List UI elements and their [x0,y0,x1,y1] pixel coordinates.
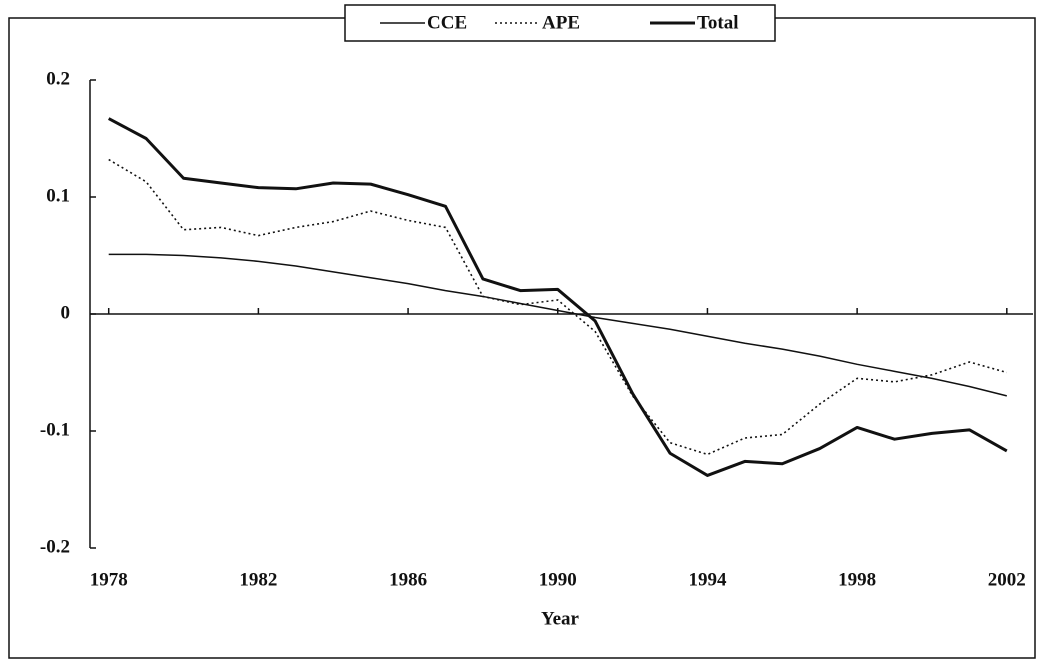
x-tick-label: 1978 [90,569,128,590]
x-tick-label: 2002 [988,569,1026,590]
x-axis-label: Year [541,608,580,629]
x-tick-label: 1994 [688,569,727,590]
legend-label: Total [697,12,739,33]
x-tick-label: 1982 [239,569,277,590]
legend-label: APE [542,12,580,33]
data-line [108,253,1007,397]
data-line [108,158,1008,456]
y-tick-label: 0 [61,302,71,323]
chart-frame [8,17,1036,659]
x-tick-label: 1998 [838,569,876,590]
y-tick-label: 0.1 [46,185,70,206]
y-tick-label: -0.2 [40,536,70,557]
data-line [108,117,1008,477]
x-tick-label: 1986 [389,569,427,590]
y-tick-label: -0.1 [40,419,70,440]
legend-label: CCE [427,12,467,33]
x-tick-label: 1990 [539,569,577,590]
y-tick-label: 0.2 [46,68,70,89]
